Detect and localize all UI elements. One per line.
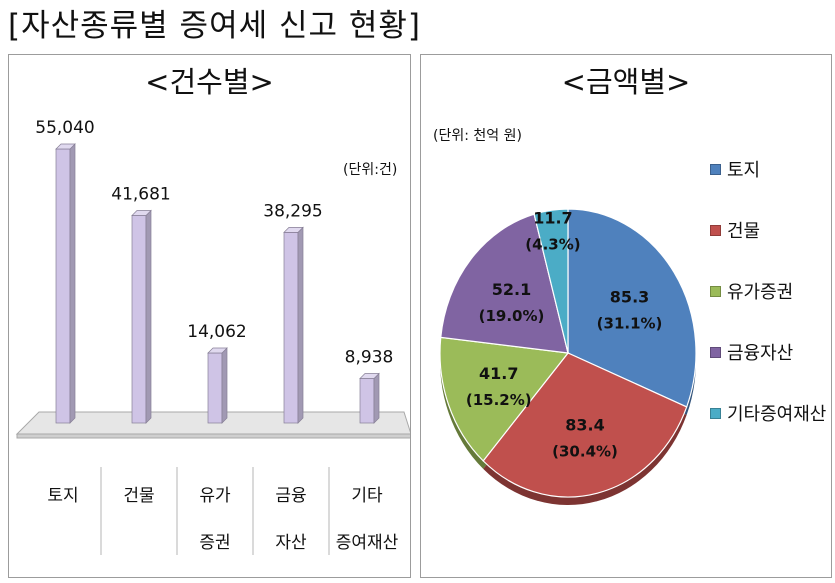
- amount-chart-title: <금액별>: [561, 65, 691, 99]
- bar-value-label: 8,938: [345, 348, 394, 368]
- category-label: 증권: [199, 533, 230, 553]
- bar-side: [69, 143, 76, 424]
- bar-3: [283, 226, 304, 424]
- pie-value-label: 52.1: [492, 280, 531, 299]
- bar-2: [207, 347, 228, 424]
- legend-item: 토지: [710, 155, 826, 183]
- legend-swatch: [710, 407, 721, 419]
- amount-unit-label: (단위: 천억 원): [433, 128, 522, 144]
- bar-front: [55, 148, 71, 424]
- category-label: 증여재산: [336, 533, 399, 553]
- pie-slice-3: [440, 213, 569, 354]
- legend-swatch: [710, 346, 721, 358]
- bar-value-label: 55,040: [35, 118, 94, 138]
- legend-item: 기타증여재산: [710, 399, 826, 427]
- pie-pct-label: (15.2%): [466, 391, 532, 409]
- bar-top: [359, 373, 380, 379]
- bar-value-label: 14,062: [187, 322, 246, 342]
- legend-label: 기타증여재산: [727, 404, 827, 425]
- bar-front: [359, 378, 375, 424]
- bar-0: [55, 143, 76, 424]
- category-label: 기타: [351, 486, 383, 506]
- page-title: [자산종류별 증여세 신고 현황]: [8, 8, 421, 44]
- pie-value-label: 85.3: [610, 287, 649, 306]
- pie-value-label: 11.7: [533, 208, 572, 227]
- legend-label: 건물: [727, 221, 761, 242]
- category-label: 유가: [199, 486, 231, 506]
- pie-value-label: 41.7: [479, 364, 518, 383]
- bar-top: [55, 143, 76, 150]
- bar-top: [131, 210, 152, 216]
- floor-edge: [16, 433, 410, 439]
- legend-label: 토지: [727, 160, 761, 181]
- category-label: 건물: [123, 486, 154, 506]
- bar-front: [283, 232, 299, 424]
- pie-slice-2: [439, 336, 570, 462]
- legend-item: 건물: [710, 216, 826, 244]
- bar-value-label: 41,681: [111, 185, 170, 205]
- bar-side: [373, 372, 380, 424]
- category-label: 자산: [275, 533, 307, 553]
- pie-pct-label: (31.1%): [597, 314, 663, 332]
- bar-side: [221, 347, 228, 424]
- category-label: 토지: [47, 486, 78, 506]
- count-unit-label: (단위:건): [343, 162, 398, 178]
- legend-label: 유가증권: [727, 282, 794, 303]
- legend-item: 금융자산: [710, 338, 826, 366]
- legend-item: 유가증권: [710, 277, 826, 305]
- bar-side: [145, 209, 152, 424]
- amount-pie-chart: 85.3 (31.1%) 83.4 (30.4%) 41.7 (15.2%) 52.1 (19…: [439, 208, 697, 505]
- bar-1: [131, 209, 152, 424]
- amount-chart-panel: <금액별> (단위: 천억 원) 85.3 (31.1%) 83.4 (30.4%) 4…: [420, 54, 832, 578]
- pie-slice-4: [533, 208, 569, 354]
- pie-slice-1: [482, 352, 688, 498]
- pie-pct-label: (4.3%): [525, 235, 580, 253]
- pie-slice-0: [567, 208, 697, 408]
- legend-swatch: [710, 224, 721, 236]
- bar-value-label: 38,295: [263, 201, 322, 221]
- bar-top: [283, 227, 304, 233]
- count-chart-title: <건수별>: [145, 65, 274, 99]
- count-bar-chart: 55,040 토지 41,681 건물 14,062 유가증권 38,295 금융자산 8,93…: [15, 118, 410, 555]
- bar-side: [297, 226, 304, 424]
- legend-label: 금융자산: [727, 343, 794, 364]
- category-label: 금융: [275, 486, 306, 506]
- bar-front: [207, 352, 223, 424]
- legend-swatch: [710, 285, 721, 297]
- pie-pct-label: (30.4%): [552, 442, 618, 460]
- bar-front: [131, 215, 147, 424]
- bar-top: [207, 347, 228, 354]
- pie-pct-label: (19.0%): [479, 307, 545, 325]
- pie-value-label: 83.4: [565, 415, 604, 434]
- legend-swatch: [710, 163, 721, 175]
- bar-4: [359, 372, 380, 424]
